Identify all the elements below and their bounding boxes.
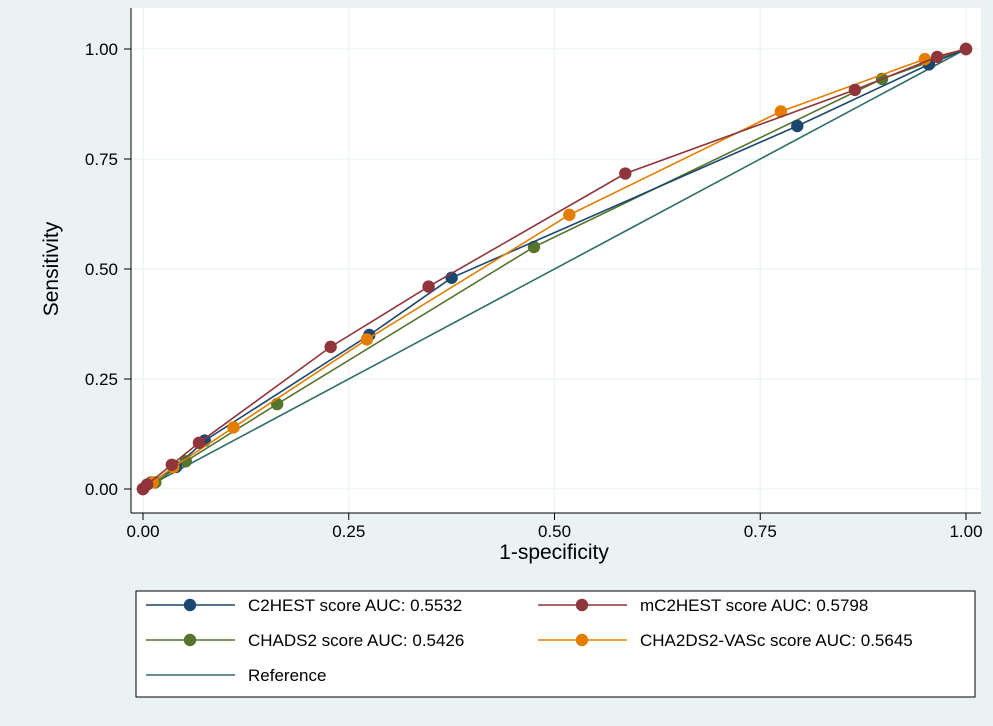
y-axis-title: Sensitivity (40, 221, 63, 316)
series (136, 42, 973, 496)
data-point (619, 167, 632, 180)
data-point (563, 208, 576, 222)
series-4 (142, 48, 967, 490)
legend-swatch-marker (575, 598, 589, 612)
legend-label: CHA2DS2-VASc score AUC: 0.5645 (640, 631, 913, 650)
y-tick-label: 0.75 (85, 150, 118, 169)
legend: C2HEST score AUC: 0.5532 mC2HEST score AU… (135, 590, 976, 698)
legend-entry: Reference (146, 666, 326, 685)
x-tick-label: 0.25 (332, 522, 365, 541)
data-point (140, 478, 154, 491)
legend-entry: CHA2DS2-VASc score AUC: 0.5645 (538, 631, 913, 650)
data-point (324, 340, 337, 354)
data-point (270, 397, 284, 411)
plot-area (131, 8, 981, 513)
data-point (422, 280, 435, 293)
legend-label: mC2HEST score AUC: 0.5798 (640, 596, 868, 615)
axes (130, 8, 981, 514)
data-point (918, 52, 932, 66)
x-tick-label: 0.50 (538, 522, 571, 541)
data-point (930, 50, 944, 64)
gridlines (131, 8, 981, 513)
data-point (179, 455, 192, 468)
legend-swatch-marker (183, 598, 197, 612)
data-point (192, 436, 206, 449)
y-tick-label: 0.50 (85, 260, 118, 279)
legend-swatch-marker (575, 633, 589, 647)
legend-box (135, 590, 976, 698)
x-tick-label: 0.75 (744, 522, 777, 541)
x-tick-label: 1.00 (949, 522, 982, 541)
data-point (774, 105, 788, 118)
legend-label: C2HEST score AUC: 0.5532 (248, 596, 462, 615)
x-tick-label: 0.00 (126, 522, 159, 541)
data-point (959, 42, 973, 56)
data-point (360, 333, 374, 346)
data-point (791, 119, 804, 133)
y-tick-label: 0.25 (85, 370, 118, 389)
legend-entry: mC2HEST score AUC: 0.5798 (538, 596, 868, 615)
data-point (165, 458, 179, 471)
y-tick-label: 1.00 (85, 40, 118, 59)
data-point (848, 83, 862, 97)
y-tick-label: 0.00 (85, 480, 118, 499)
x-axis-title: 1-specificity (499, 541, 609, 564)
data-point (527, 240, 541, 254)
series-1 (136, 42, 973, 496)
series-line (142, 48, 967, 490)
legend-label: CHADS2 score AUC: 0.5426 (248, 631, 464, 650)
data-point (227, 421, 240, 434)
legend-entry: C2HEST score AUC: 0.5532 (146, 596, 462, 615)
legend-swatch-marker (183, 633, 197, 647)
legend-label: Reference (248, 666, 326, 685)
legend-entry: CHADS2 score AUC: 0.5426 (146, 631, 464, 650)
series-line (142, 48, 967, 490)
ticks: 0.00 0.25 0.50 0.75 1.00 0.00 0.25 0.50 0.75 1.00 (85, 40, 983, 541)
